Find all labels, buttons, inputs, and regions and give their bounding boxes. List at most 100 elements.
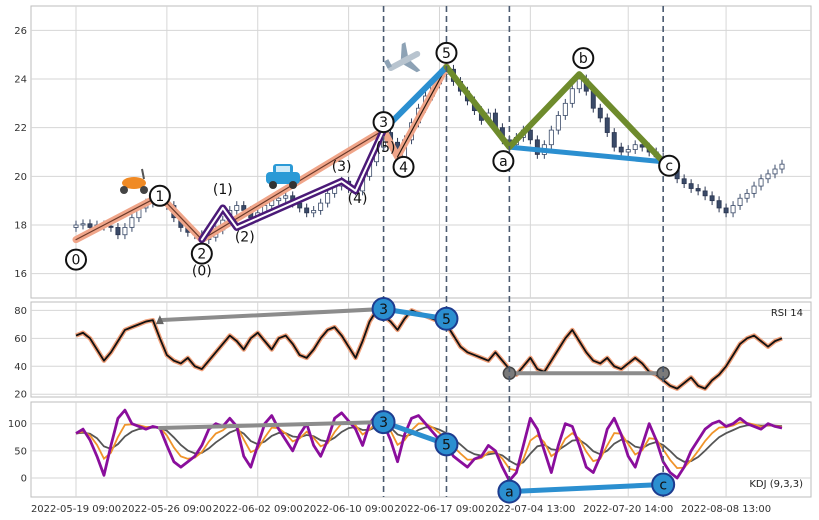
candle [555,115,561,131]
candle [758,178,764,187]
rsi-y-tick: 40 [14,362,27,373]
wave-point-circle [148,184,171,207]
sub-wave-label: (2) [235,229,255,245]
wave-point-circle [658,154,681,177]
rsi-marker-label: 5 [442,312,451,328]
rsi-divergence-line [157,306,386,323]
kdj-y-tick: 100 [8,419,27,430]
candle [569,88,575,104]
wave-point-label: a [499,154,508,170]
candle [80,223,86,226]
price-y-tick: 18 [14,221,27,232]
candle [87,223,93,228]
candle [527,129,533,141]
sub-wave-core [200,129,385,241]
rsi-y-tick: 20 [14,390,27,401]
candle [702,190,708,197]
rsi-panel-label: RSI 14 [771,308,803,319]
candle [723,207,729,214]
wave-point-circle [190,242,213,265]
rsi-marker-label-circle [434,306,459,331]
wave-point-label: 1 [155,189,164,205]
channel-line-a-c [506,144,666,165]
kdj-j-line [75,408,783,483]
candle [73,224,79,228]
candle [115,227,121,236]
x-tick-label: 2022-06-17 09:00 [394,504,484,515]
candle [765,173,771,180]
wave-point-label: 4 [399,160,408,176]
candle [576,78,582,90]
x-tick-label: 2022-05-26 09:00 [122,504,212,515]
wave-point-circle [372,111,395,134]
candle [304,207,310,214]
candle [562,102,568,116]
price-y-tick: 24 [14,75,27,86]
candle [311,209,317,214]
wave-point-label: b [579,51,588,67]
rsi-divergence-point [155,315,164,325]
price-y-tick: 16 [14,269,27,280]
x-tick-label: 2022-06-02 09:00 [213,504,303,515]
candle [611,132,617,148]
sub-wave-label: (4) [348,191,368,207]
candle [751,185,757,194]
candle [318,202,324,211]
sub-wave-label: (5) [376,140,396,156]
candle [122,227,128,236]
vertical-markers [382,6,664,497]
x-tick-label: 2022-05-19 09:00 [31,504,121,515]
kdj-panel [30,401,812,498]
airplane-icon [383,42,421,73]
kdj-marker-label-circle [434,432,459,457]
kdj-y-tick: 0 [21,474,27,485]
sub-wave-label: (1) [213,182,233,198]
wave-point-circle [572,47,595,70]
wave-point-label: 3 [379,115,388,131]
candle [681,178,687,185]
scooter-icon [120,168,148,194]
price-panel [30,5,812,299]
x-tick-label: 2022-07-04 13:00 [485,504,575,515]
candle [597,107,603,119]
candle [325,192,331,204]
kdj-y-tick: 50 [14,446,27,457]
candle [129,217,135,228]
wave-point-circle [65,248,87,271]
impulse-wave-core [396,66,448,158]
x-tick-label: 2022-08-08 13:00 [681,504,771,515]
kdj-marker-label: c [659,478,667,494]
candle [737,197,743,206]
candle [618,146,624,153]
kdj-marker-label: a [505,485,514,501]
kdj-divergence-line [506,482,666,495]
price-y-tick: 20 [14,172,27,183]
rsi-marker-label: 3 [379,302,388,318]
rsi-y-tick: 60 [14,334,27,345]
candle [625,149,631,153]
x-tick-label: 2022-06-10 09:00 [304,504,394,515]
wave-point-label: 5 [442,46,451,62]
candle [234,205,240,211]
candle [604,117,610,133]
candle [716,200,722,209]
candle [772,168,778,175]
candle [283,195,289,199]
rsi-y-tick: 80 [14,306,27,317]
wave-point-label: c [665,159,673,175]
rsi-marker-label-circle [371,296,396,321]
price-y-tick: 26 [14,26,27,37]
sub-wave-label: (0) [192,264,212,280]
candle [632,144,638,150]
kdj-marker-label-circle [651,472,676,497]
candle [276,197,282,202]
wave-point-circle [492,150,515,173]
candle [744,192,750,199]
kdj-marker-label: 5 [442,437,451,453]
x-tick-label: 2022-07-20 14:00 [583,504,673,515]
candle [730,205,736,214]
wave-overlay [72,63,667,244]
candle [548,129,554,146]
kdj-divergence-line [157,420,386,431]
